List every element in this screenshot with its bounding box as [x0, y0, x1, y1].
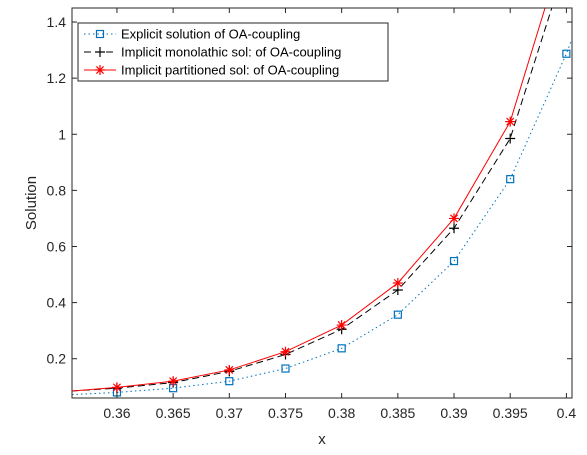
legend-marker-3 [95, 65, 105, 75]
series-1-point [393, 310, 402, 319]
x-tick-label: 0.38 [328, 405, 355, 421]
y-tick-label: 1 [58, 126, 66, 142]
series-1-point [562, 49, 571, 58]
y-tick-label: 0.2 [47, 351, 67, 367]
series-2-point [449, 223, 460, 234]
legend-label-3: Implicit partitioned sol: of OA-coupling [121, 63, 339, 78]
series-1-point [337, 344, 346, 353]
legend-box [77, 22, 389, 82]
x-tick-label: 0.39 [440, 405, 467, 421]
series-1-point [506, 175, 515, 184]
series-3-point [392, 277, 403, 288]
x-tick-label: 0.395 [493, 405, 528, 421]
legend-label-2: Implicit monolathic sol: of OA-coupling [121, 45, 341, 60]
series-3-point [505, 116, 516, 127]
x-tick-label: 0.36 [103, 405, 130, 421]
legend: Explicit solution of OA-coupling Implicit… [77, 22, 389, 82]
y-axis: 0.2 0.4 0.6 0.8 1 1.2 1.4 [47, 14, 572, 367]
series-2-line [72, 8, 553, 392]
x-axis: 0.36 0.365 0.37 0.375 0.38 0.385 0.39 0.395 0.4 [103, 8, 576, 421]
x-tick-label: 0.4 [557, 405, 577, 421]
y-tick-label: 0.8 [47, 182, 67, 198]
y-axis-label: Solution [23, 176, 40, 230]
series-2-point [505, 133, 516, 144]
x-axis-label: x [318, 431, 326, 448]
y-tick-label: 0.4 [47, 295, 67, 311]
series-3-point [280, 346, 291, 357]
series-3-point [224, 364, 235, 375]
series-3-point [111, 382, 122, 393]
legend-marker-2 [95, 47, 105, 57]
legend-marker-1 [95, 29, 105, 39]
series-layer [72, 8, 572, 397]
y-tick-label: 1.2 [47, 70, 67, 86]
x-tick-label: 0.385 [380, 405, 415, 421]
legend-items: Explicit solution of OA-coupling Implicit… [84, 27, 341, 78]
series-1-point [225, 377, 234, 386]
series-3-point [336, 320, 347, 331]
series-1-line [72, 38, 572, 396]
series-3-line [72, 8, 546, 392]
x-tick-label: 0.375 [268, 405, 303, 421]
series-1-point [281, 364, 290, 373]
series-1-point [449, 256, 459, 266]
legend-label-1: Explicit solution of OA-coupling [121, 27, 300, 42]
y-tick-label: 0.6 [47, 238, 67, 254]
plot-frame [71, 7, 573, 399]
y-tick-label: 1.4 [47, 14, 67, 30]
series-3-point [449, 213, 460, 224]
x-tick-label: 0.37 [216, 405, 243, 421]
series-3-point [168, 376, 179, 387]
x-tick-label: 0.365 [156, 405, 191, 421]
